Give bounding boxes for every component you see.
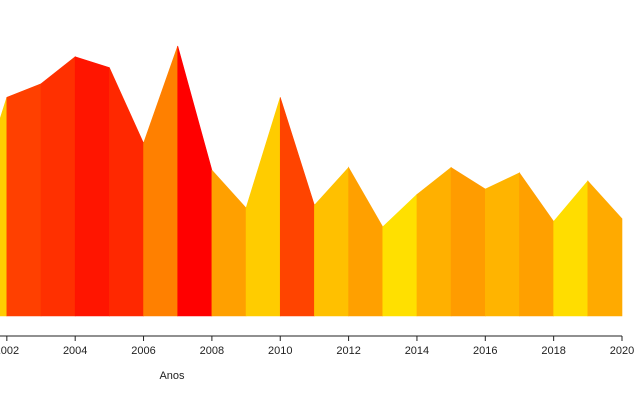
x-tick-label-2012: 2012 [336,345,360,357]
x-axis-ticks: 2002 2004 2006 2008 2010 2012 2014 2016 2018 2020 [0,336,634,357]
area-segment-8 [245,97,281,317]
area-segment-6 [177,45,213,317]
area-segment-2 [40,56,76,317]
area-segment-13 [416,166,452,317]
area-segment-17 [553,180,589,317]
area-segment-4 [109,67,144,317]
area-segment-15 [484,172,520,317]
x-tick-label-2002: 2002 [0,345,19,357]
area-segment-0 [0,97,8,317]
area-segment-18 [587,180,623,317]
area-segments [0,45,623,317]
x-tick-label-2004: 2004 [63,345,87,357]
area-segment-10 [314,166,349,317]
area-segment-3 [74,56,110,317]
x-tick-label-2020: 2020 [610,345,634,357]
area-segment-16 [519,171,554,317]
x-tick-label-2016: 2016 [473,345,497,357]
x-tick-label-2018: 2018 [541,345,565,357]
x-axis-label: Anos [159,370,185,382]
area-segment-9 [279,97,315,317]
area-segment-14 [450,166,486,317]
area-segment-5 [143,45,179,317]
x-tick-label-2014: 2014 [405,345,429,357]
x-tick-label-2008: 2008 [200,345,224,357]
area-segment-1 [6,83,42,317]
x-tick-label-2006: 2006 [131,345,155,357]
area-segment-11 [348,166,384,317]
area-segment-7 [211,169,247,317]
area-segment-12 [382,193,418,317]
x-tick-label-2010: 2010 [268,345,292,357]
